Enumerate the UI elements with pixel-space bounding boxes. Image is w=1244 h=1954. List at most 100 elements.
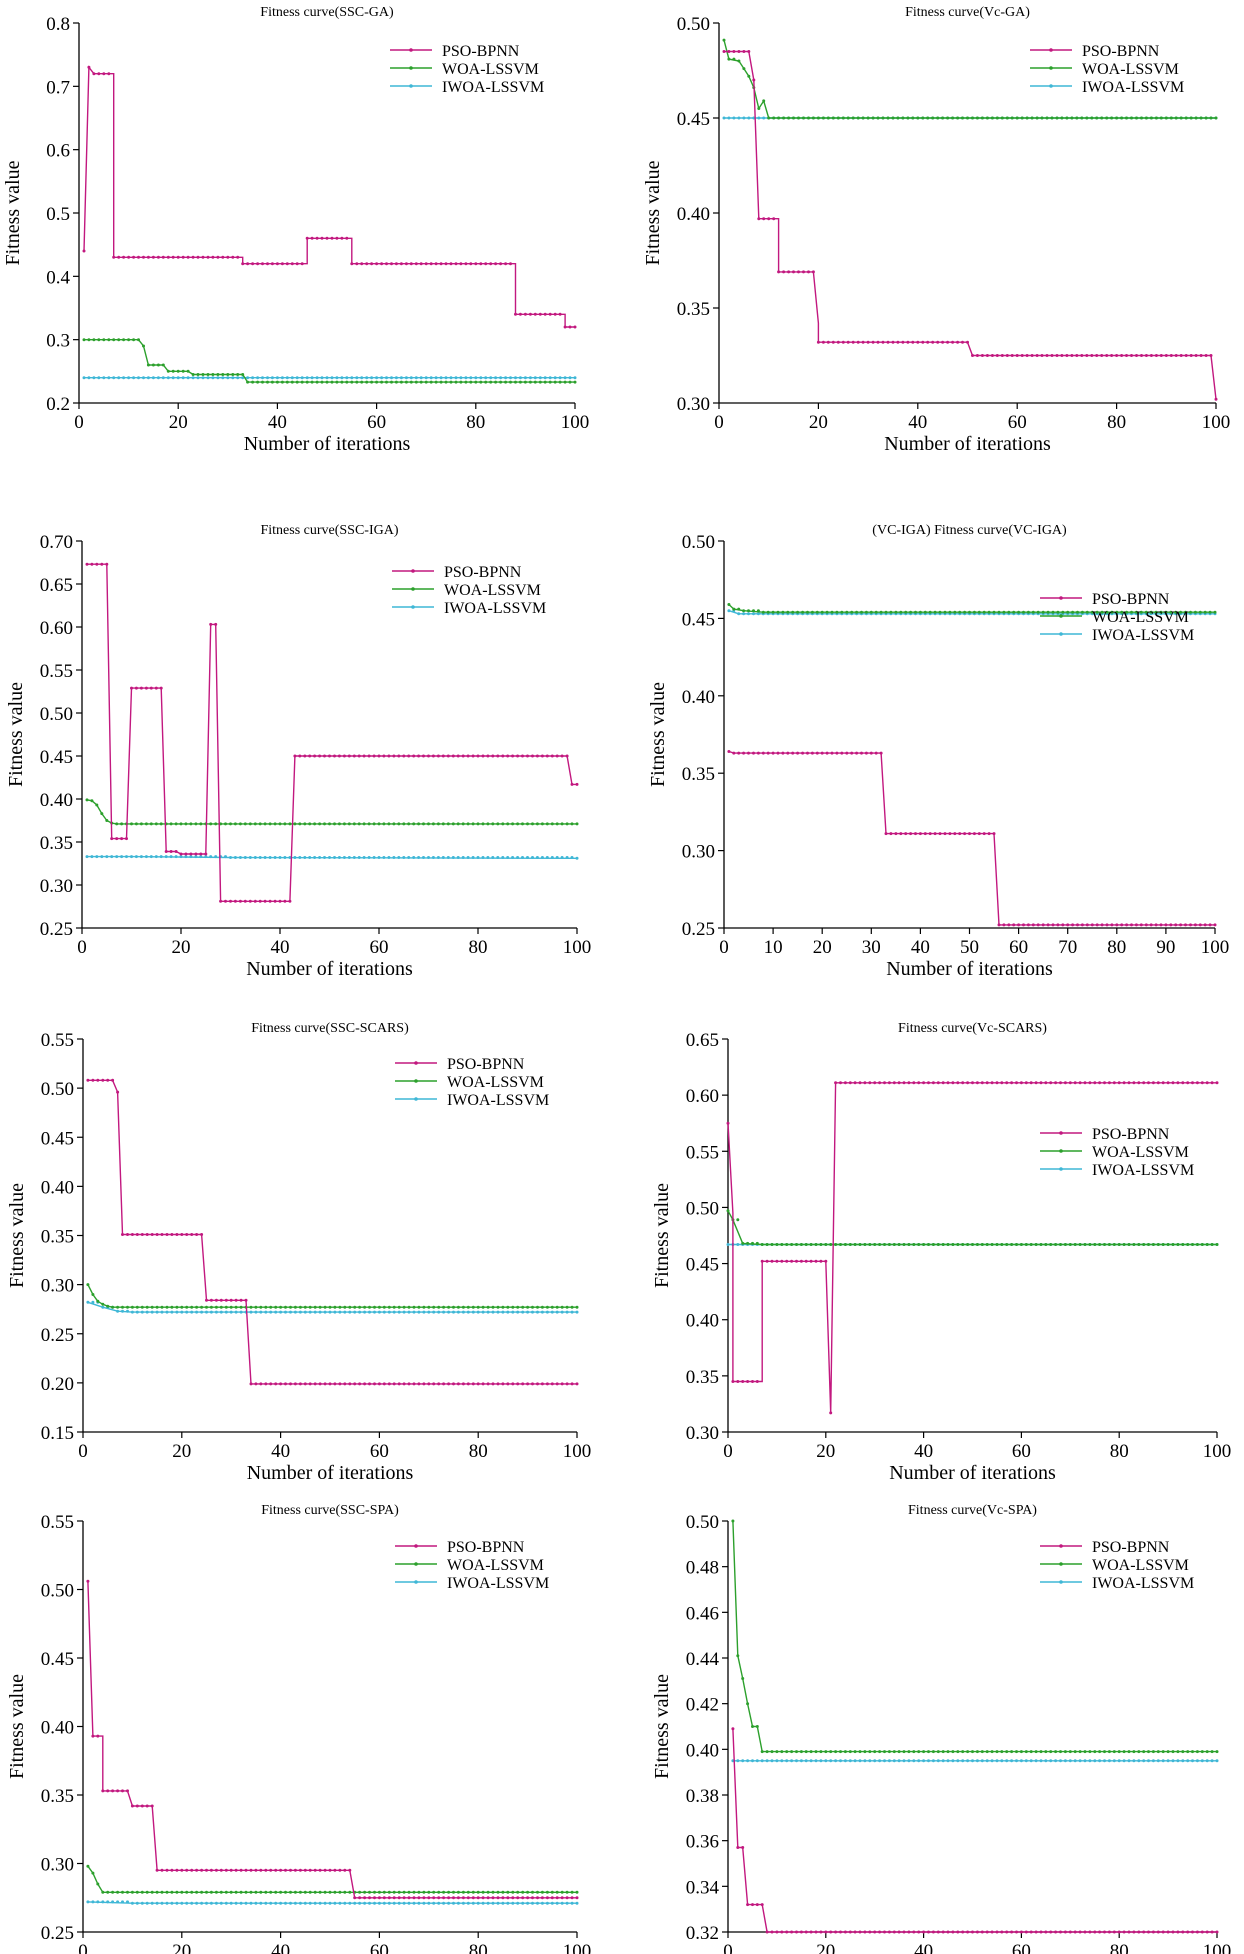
data-point [1137,1930,1141,1934]
data-point [516,754,520,758]
data-point [200,1305,204,1309]
data-point [1174,354,1178,357]
data-point [355,262,359,266]
data-point [1105,923,1109,927]
data-point [159,855,163,859]
data-point [313,1868,317,1872]
data-point [471,1890,475,1894]
data-point [135,1310,139,1314]
data-point [303,1310,307,1314]
data-point [1059,1759,1062,1763]
data-point [290,380,294,384]
data-point [432,1310,436,1314]
data-point [878,1081,882,1085]
data-point [1191,1759,1194,1763]
data-point [836,116,840,120]
data-point [323,1382,327,1386]
data-point [752,612,755,616]
data-point [841,340,845,344]
data-point [975,116,979,120]
legend-marker [414,1562,418,1566]
data-point [1156,1759,1160,1763]
data-point [1161,1759,1165,1763]
data-point [1191,1750,1194,1754]
data-point [861,340,865,344]
data-point [333,856,336,859]
data-point [224,1305,228,1309]
data-point [343,1868,347,1872]
data-point [139,686,143,690]
data-point [501,754,505,758]
data-point [727,609,731,613]
data-point [130,1804,134,1808]
data-point [289,1890,292,1894]
data-point [380,262,384,266]
data-point [1000,116,1004,120]
data-point [951,1081,955,1085]
data-point [892,1081,896,1085]
data-point [911,116,915,120]
data-point [1005,1243,1009,1246]
data-point [755,1903,759,1907]
data-point [112,338,116,342]
data-point [1139,923,1143,927]
data-point [360,380,364,384]
data-point [563,325,567,329]
data-point [394,380,398,384]
data-point [990,1759,994,1763]
data-point [536,1896,539,1900]
data-point [1030,116,1034,120]
data-point [345,236,349,240]
data-point [907,1750,911,1754]
data-point [1059,1243,1062,1246]
data-point [791,751,795,755]
data-point [1186,1930,1190,1934]
data-point [199,855,203,859]
data-point [117,255,121,259]
data-point [848,1081,852,1085]
data-point [1105,354,1109,357]
data-point [308,754,312,758]
y-tick-label: 0.50 [41,1581,74,1602]
data-point [249,1382,253,1386]
data-point [422,1896,426,1900]
data-point [476,822,480,826]
data-point [570,1310,574,1314]
data-point [1019,1081,1023,1085]
data-point [184,855,188,859]
data-point [751,1241,754,1245]
data-point [156,363,160,367]
data-point [1095,116,1099,120]
data-point [1154,923,1158,927]
data-point [545,754,549,758]
data-point [1161,1750,1165,1754]
data-point [1107,1759,1111,1763]
data-point [961,340,964,344]
legend-label: IWOA-LSSVM [447,1092,549,1109]
legend-marker [1059,1580,1063,1584]
data-point [382,1896,386,1900]
legend-label: PSO-BPNN [1092,591,1170,608]
data-point [382,1305,386,1309]
legend-label: WOA-LSSVM [1092,1144,1189,1161]
data-point [201,373,205,376]
data-point [407,754,411,758]
data-point [424,262,428,266]
data-point [279,1305,283,1309]
data-point [923,832,927,836]
data-point [126,1789,129,1793]
data-point [266,380,269,384]
data-point [434,262,438,266]
data-point [1056,610,1060,614]
data-point [293,1890,297,1894]
data-point [1040,116,1044,120]
data-point [181,255,185,259]
data-point [155,1305,159,1309]
data-point [279,1310,283,1314]
data-point [446,856,450,859]
data-point [821,340,825,344]
x-tick-label: 20 [172,937,191,958]
data-point [214,855,218,859]
data-point [776,751,780,755]
data-point [883,1081,886,1085]
